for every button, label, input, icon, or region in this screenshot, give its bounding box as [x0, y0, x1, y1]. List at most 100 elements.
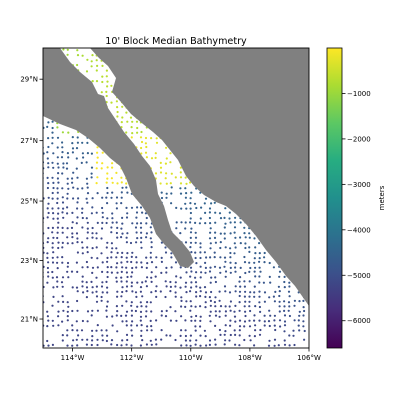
depth-point: [199, 217, 202, 220]
depth-point: [96, 151, 99, 154]
depth-point: [115, 171, 118, 174]
depth-point: [96, 257, 99, 260]
depth-point: [189, 246, 192, 249]
depth-point: [194, 276, 197, 279]
depth-point: [184, 329, 187, 332]
depth-point: [144, 136, 148, 140]
depth-point: [184, 241, 188, 244]
depth-point: [292, 329, 295, 332]
depth-point: [155, 266, 158, 269]
depth-point: [121, 251, 124, 254]
depth-point: [91, 271, 94, 274]
depth-point: [228, 211, 231, 214]
depth-point: [56, 126, 59, 129]
depth-point: [165, 157, 168, 160]
land-baja-california: [43, 48, 194, 268]
depth-point: [194, 236, 198, 239]
depth-point: [234, 270, 237, 273]
depth-point: [283, 343, 287, 346]
depth-point: [184, 221, 187, 224]
depth-point: [170, 172, 173, 175]
depth-point: [115, 100, 118, 103]
depth-point: [101, 281, 104, 284]
depth-point: [91, 206, 94, 209]
depth-point: [46, 266, 50, 270]
depth-point: [238, 290, 242, 293]
depth-point: [263, 320, 266, 323]
depth-point: [218, 328, 221, 332]
depth-point: [209, 242, 212, 245]
depth-point: [194, 329, 197, 332]
depth-point: [131, 334, 134, 337]
depth-point: [105, 246, 108, 249]
depth-point: [110, 256, 113, 259]
depth-point: [110, 339, 114, 342]
depth-point: [229, 319, 232, 322]
depth-point: [91, 80, 94, 83]
depth-point: [189, 181, 192, 184]
depth-point: [129, 241, 133, 245]
depth-point: [61, 295, 64, 298]
depth-point: [283, 275, 286, 278]
depth-point: [61, 320, 64, 323]
depth-point: [71, 236, 74, 239]
depth-point: [190, 319, 193, 322]
depth-point: [76, 201, 79, 204]
depth-point: [248, 246, 251, 249]
depth-point: [213, 265, 217, 268]
depth-point: [272, 266, 275, 269]
depth-point: [61, 256, 64, 259]
depth-point: [267, 320, 271, 323]
depth-point: [101, 261, 104, 264]
depth-point: [76, 54, 80, 57]
depth-point: [203, 251, 206, 254]
depth-point: [125, 280, 128, 283]
depth-point: [180, 296, 183, 299]
depth-point: [287, 309, 290, 312]
depth-point: [125, 216, 129, 219]
depth-point: [159, 290, 162, 293]
depth-point: [140, 261, 143, 264]
depth-point: [75, 286, 79, 289]
depth-point: [76, 187, 79, 190]
depth-point: [134, 291, 138, 294]
depth-point: [223, 237, 226, 240]
depth-point: [76, 141, 79, 144]
depth-point: [125, 256, 128, 259]
depth-point: [121, 266, 124, 269]
depth-point: [144, 315, 148, 318]
depth-point: [105, 69, 108, 72]
depth-point: [199, 242, 202, 245]
depth-point: [106, 202, 109, 205]
depth-point: [95, 290, 98, 293]
depth-point: [288, 344, 291, 347]
depth-point: [125, 206, 128, 209]
depth-point: [170, 186, 173, 189]
depth-point: [77, 197, 80, 200]
depth-point: [57, 181, 60, 184]
depth-point: [219, 305, 223, 308]
depth-point: [214, 324, 217, 327]
depth-point: [140, 140, 144, 144]
depth-point: [135, 324, 139, 327]
depth-point: [203, 202, 206, 205]
depth-point: [234, 333, 237, 336]
depth-point: [170, 256, 173, 259]
depth-point: [164, 177, 167, 180]
depth-point: [219, 246, 222, 250]
depth-point: [303, 329, 306, 333]
depth-point: [238, 344, 241, 347]
depth-point: [90, 212, 93, 215]
depth-point: [204, 301, 207, 304]
depth-point: [164, 246, 167, 249]
depth-point: [292, 334, 295, 337]
depth-point: [61, 276, 65, 279]
depth-point: [238, 334, 241, 337]
depth-point: [125, 111, 128, 114]
x-tick-label: 110°W: [179, 354, 203, 362]
depth-point: [47, 275, 50, 278]
depth-point: [90, 280, 93, 283]
depth-point: [115, 276, 118, 279]
depth-point: [195, 206, 198, 210]
depth-point: [224, 222, 227, 225]
